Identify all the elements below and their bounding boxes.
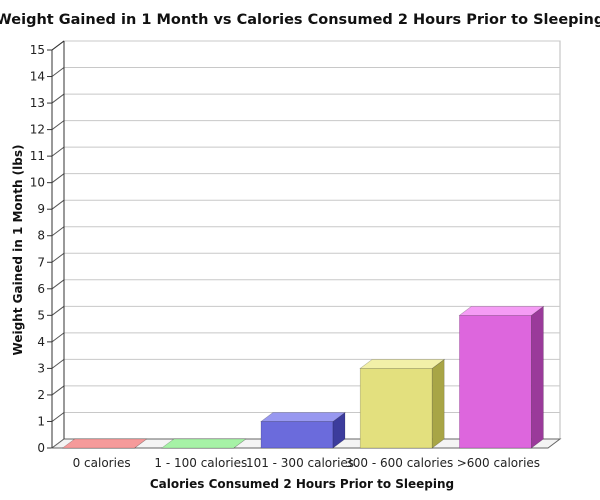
bar-front — [260, 421, 334, 449]
y-tick-label: 1 — [37, 414, 45, 428]
y-tick-label: 7 — [37, 255, 45, 269]
gridline-connector — [51, 120, 65, 131]
y-tick-label: 2 — [37, 388, 45, 402]
gridline-connector — [51, 173, 65, 184]
x-category-label: 0 calories — [73, 456, 131, 470]
gridline-connector — [51, 67, 65, 77]
y-tick-label: 9 — [37, 202, 45, 216]
bar — [260, 411, 346, 449]
bar-front — [359, 368, 433, 449]
bar-side — [531, 305, 544, 449]
bar — [359, 358, 446, 449]
x-category-label: 101 - 300 calories — [246, 456, 354, 470]
gridline-connector — [51, 305, 65, 316]
bar-top — [260, 412, 346, 422]
gridline-connector — [51, 279, 65, 290]
bar-top — [458, 306, 545, 316]
bar — [61, 438, 148, 449]
bar-side — [431, 358, 445, 449]
x-category-label: 300 - 600 calories — [345, 456, 453, 470]
y-tick-label: 10 — [30, 176, 45, 190]
bar — [160, 438, 247, 449]
gridline-connector — [51, 252, 65, 263]
y-tick-label: 15 — [30, 43, 45, 57]
gridline-connector — [51, 146, 65, 157]
y-tick-label: 13 — [30, 96, 45, 110]
bar-top — [61, 438, 148, 449]
gridline-connector — [51, 332, 65, 343]
chart-title: Weight Gained in 1 Month vs Calories Con… — [0, 12, 600, 28]
y-tick-label: 8 — [37, 229, 45, 243]
y-tick-label: 12 — [30, 123, 45, 137]
bar-top — [160, 438, 247, 449]
y-tick-label: 5 — [37, 308, 45, 322]
y-tick-label: 4 — [37, 335, 45, 349]
gridline-connector — [51, 412, 65, 422]
x-category-label: >600 calories — [457, 456, 540, 470]
y-tick-label: 11 — [30, 149, 45, 163]
y-tick-label: 0 — [37, 441, 45, 455]
gridline-connector — [51, 385, 65, 396]
y-tick-label: 3 — [37, 361, 45, 375]
gridline-connector — [51, 226, 65, 237]
gridline-connector — [51, 93, 65, 104]
x-axis-title: Calories Consumed 2 Hours Prior to Sleep… — [150, 477, 454, 491]
gridline-connector — [51, 199, 65, 210]
y-axis-title: Weight Gained in 1 Month (lbs) — [11, 145, 25, 356]
bar — [458, 305, 545, 449]
y-tick-label: 14 — [30, 70, 45, 84]
gridline-connector — [51, 358, 65, 369]
bars — [61, 305, 545, 449]
x-category-label: 1 - 100 calories — [154, 456, 247, 470]
bar-front — [459, 315, 532, 449]
top-connector — [51, 40, 65, 51]
bar-top — [359, 359, 446, 369]
y-tick-label: 6 — [37, 282, 45, 296]
